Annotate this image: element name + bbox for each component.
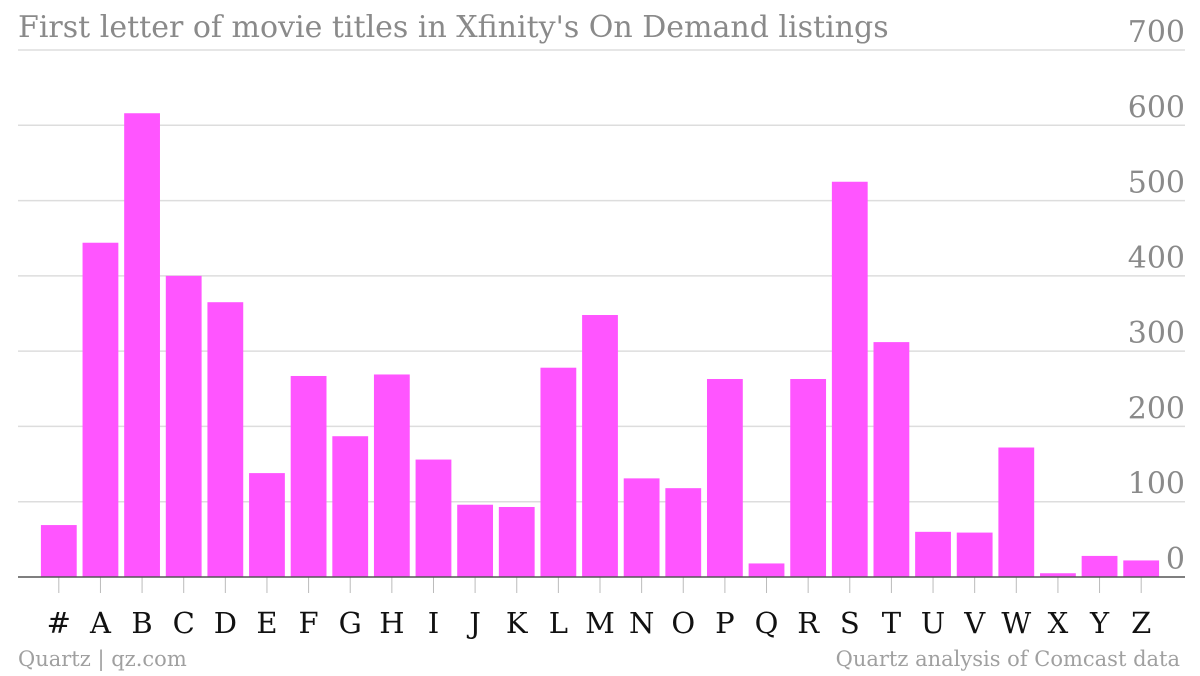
x-tick-label: W <box>1001 606 1031 640</box>
x-tick-label: K <box>506 606 529 640</box>
bar-q <box>748 563 785 577</box>
x-tick-label: I <box>428 606 439 640</box>
x-tick-label: M <box>585 606 615 640</box>
source-credit: Quartz | qz.com <box>18 647 187 671</box>
x-tick-label: Y <box>1089 606 1110 640</box>
x-tick-label: H <box>379 606 404 640</box>
x-tick-label: L <box>549 606 568 640</box>
y-tick-label: 0 <box>1166 542 1185 577</box>
bar-r <box>790 378 827 577</box>
bar-g <box>332 436 369 577</box>
x-tick-label: C <box>173 606 195 640</box>
bar-l <box>540 367 577 577</box>
bar-p <box>706 378 743 577</box>
x-tick-label: A <box>89 606 112 640</box>
y-tick-label: 700 <box>1128 15 1185 50</box>
bar-h <box>373 374 410 577</box>
x-tick-label: E <box>256 606 277 640</box>
y-tick-label: 100 <box>1128 467 1185 502</box>
x-tick-label: V <box>963 606 986 640</box>
x-axis <box>18 576 1185 593</box>
x-tick-label: S <box>840 606 860 640</box>
bar-c <box>165 275 202 577</box>
y-tick-labels: 0 100 200 300 400 500 600 700 <box>1128 15 1185 577</box>
y-tick-label: 500 <box>1128 166 1185 201</box>
bar-z <box>1123 560 1160 577</box>
bar-u <box>915 531 951 577</box>
x-tick-label: R <box>797 606 820 640</box>
x-tick-labels: # A B C D E F G H I J K L M N O P Q R S T U V W X Y Z <box>47 606 1152 640</box>
bar-e <box>249 473 285 577</box>
bar-f <box>290 375 327 577</box>
y-tick-label: 600 <box>1128 90 1185 125</box>
bar-b <box>124 113 160 578</box>
x-tick-label: G <box>339 606 362 640</box>
bar-n <box>623 478 660 577</box>
bar-a <box>82 242 119 577</box>
bar-k <box>498 506 535 577</box>
x-tick-label: # <box>47 606 71 640</box>
bar-m <box>582 315 618 577</box>
y-tick-label: 200 <box>1128 391 1185 426</box>
x-tick-label: T <box>882 606 902 640</box>
x-tick-label: F <box>299 606 319 640</box>
x-tick-label: X <box>1048 606 1069 640</box>
x-tick-label: B <box>131 606 152 640</box>
y-tick-label: 300 <box>1128 316 1185 351</box>
x-tick-label: J <box>466 606 481 640</box>
bar-v <box>956 532 993 577</box>
x-tick-label: Z <box>1131 606 1151 640</box>
x-tick-label: U <box>921 606 945 640</box>
bar-i <box>415 459 452 577</box>
x-tick-label: Q <box>755 606 779 640</box>
chart-title: First letter of movie titles in Xfinity'… <box>18 10 889 45</box>
bar-x <box>1040 573 1076 577</box>
bar-t <box>873 342 910 577</box>
bar-o <box>665 488 702 577</box>
bar-d <box>207 302 244 577</box>
bar-s <box>831 181 868 577</box>
bar-hash <box>40 525 77 577</box>
bar-w <box>998 447 1035 577</box>
y-tick-label: 400 <box>1128 241 1185 276</box>
bars <box>40 113 1160 578</box>
x-tick-label: P <box>715 606 735 640</box>
x-tick-label: D <box>214 606 237 640</box>
data-source-note: Quartz analysis of Comcast data <box>835 647 1180 671</box>
bar-y <box>1081 555 1118 577</box>
bar-j <box>457 504 494 577</box>
x-tick-label: O <box>671 606 695 640</box>
x-tick-label: N <box>629 606 654 640</box>
